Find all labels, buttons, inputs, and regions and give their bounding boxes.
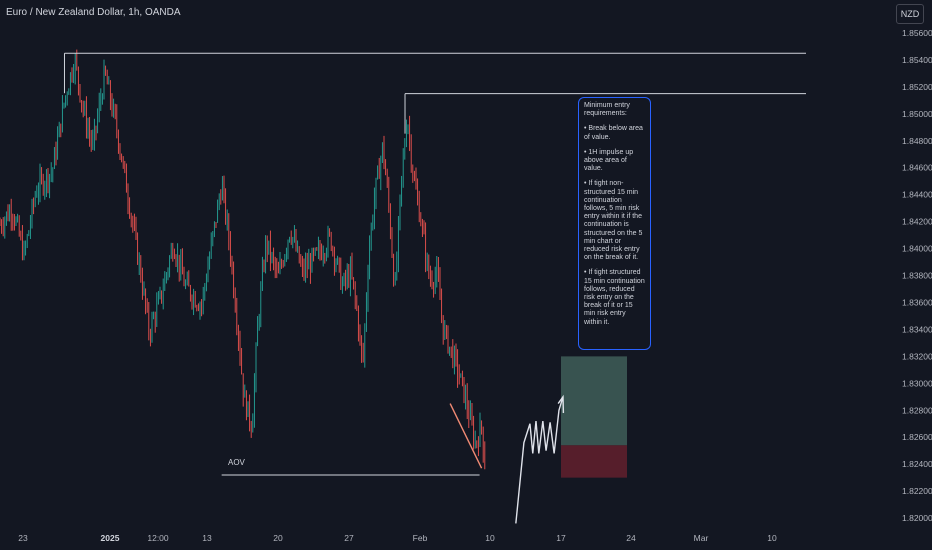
- price-tick-label: 1.83200: [902, 351, 932, 361]
- note-line: • If tight structured 15 min continuatio…: [584, 269, 645, 326]
- note-line: • 1H impulse up above area of value.: [584, 148, 634, 173]
- target-zone: [561, 356, 627, 446]
- entry-requirements-note[interactable]: Minimum entry requirements: • Break belo…: [578, 97, 651, 350]
- price-tick-label: 1.85000: [902, 109, 932, 119]
- trendline: [449, 403, 483, 469]
- price-tick-label: 1.82000: [902, 513, 932, 523]
- time-tick-label: 20: [273, 533, 283, 543]
- drawings: [449, 394, 565, 524]
- price-tick-label: 1.83600: [902, 297, 932, 307]
- price-tick-label: 1.84000: [902, 244, 932, 254]
- time-tick-label: Mar: [694, 533, 709, 543]
- time-tick-label: 10: [485, 533, 495, 543]
- price-tick-label: 1.83400: [902, 324, 932, 334]
- note-line: • If tight non-structured 15 min continu…: [584, 180, 643, 262]
- price-tick-label: 1.83000: [902, 378, 932, 388]
- horizontal-levels: [63, 52, 806, 476]
- price-tick-label: 1.84800: [902, 136, 932, 146]
- note-line: • Break below area of value.: [584, 125, 643, 141]
- projected-path: [515, 396, 564, 524]
- time-tick-label: 23: [18, 533, 28, 543]
- note-line: Minimum entry requirements:: [584, 102, 630, 118]
- price-tick-label: 1.82800: [902, 405, 932, 415]
- price-tick-label: 1.82600: [902, 432, 932, 442]
- price-tick-label: 1.82400: [902, 459, 932, 469]
- currency-button[interactable]: NZD: [896, 4, 924, 24]
- position-zones: [561, 356, 627, 478]
- price-axis: 1.85600 1.85400 1.85200 1.85000 1.84800 1.846…: [902, 28, 932, 523]
- price-tick-label: 1.84400: [902, 190, 932, 200]
- stop-zone: [561, 445, 627, 478]
- price-tick-label: 1.85200: [902, 82, 932, 92]
- price-tick-label: 1.84200: [902, 217, 932, 227]
- price-tick-label: 1.85400: [902, 55, 932, 65]
- chart-title: Euro / New Zealand Dollar, 1h, OANDA: [6, 7, 181, 18]
- time-axis: 23 2025 12:00 13 20 27 Feb 10 17 24 Mar 10: [18, 533, 777, 543]
- projection-arrowhead: [557, 394, 565, 413]
- time-tick-label: 17: [556, 533, 566, 543]
- price-tick-label: 1.83800: [902, 271, 932, 281]
- time-tick-label: 24: [626, 533, 636, 543]
- aov-label: AOV: [228, 458, 245, 467]
- time-tick-label: 10: [767, 533, 777, 543]
- time-tick-label: Feb: [413, 533, 428, 543]
- price-tick-label: 1.84600: [902, 163, 932, 173]
- time-tick-label: 27: [344, 533, 354, 543]
- price-tick-label: 1.82200: [902, 486, 932, 496]
- time-tick-label: 13: [202, 533, 212, 543]
- price-tick-label: 1.85600: [902, 28, 932, 38]
- time-tick-label: 12:00: [147, 533, 169, 543]
- time-tick-label: 2025: [101, 533, 120, 543]
- candlestick-series: [0, 49, 486, 470]
